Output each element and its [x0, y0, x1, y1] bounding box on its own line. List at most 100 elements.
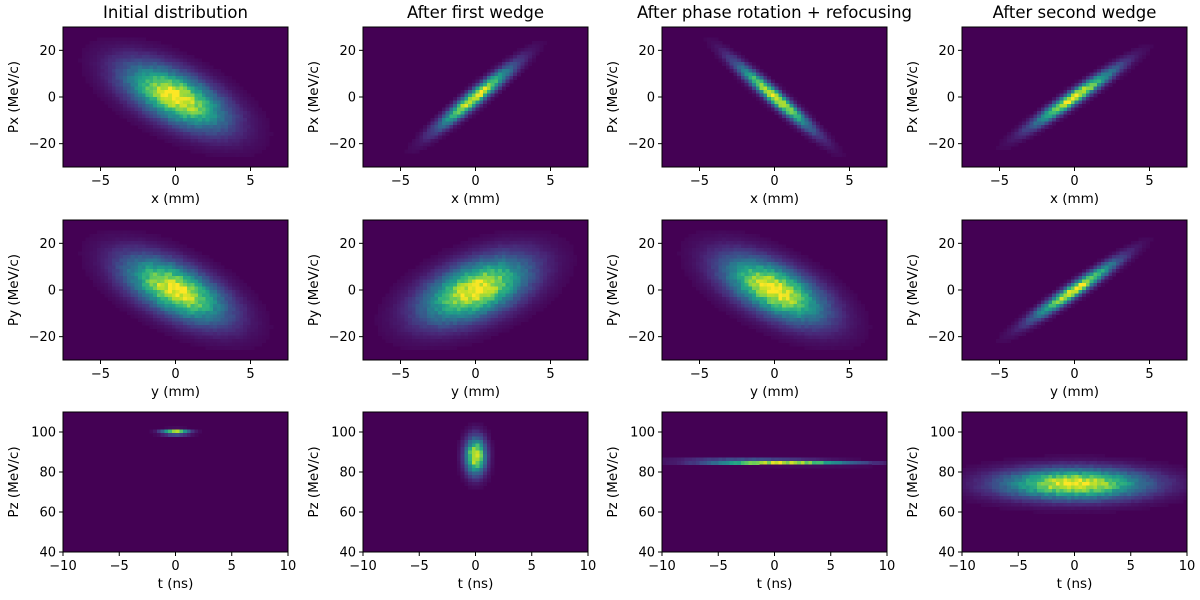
- heatmap-cell: [235, 328, 240, 333]
- heatmap-cell: [396, 290, 401, 294]
- heatmap-cell: [449, 339, 454, 343]
- heatmap-cell: [740, 79, 745, 84]
- heatmap-cell: [812, 121, 817, 126]
- heatmap-cell: [126, 251, 131, 256]
- heatmap-cell: [782, 114, 787, 119]
- heatmap-cell: [445, 269, 450, 273]
- heatmap-cell: [258, 307, 263, 312]
- heatmap-cell: [535, 41, 540, 45]
- heatmap-cell: [438, 307, 443, 312]
- heatmap-cell: [201, 258, 206, 263]
- heatmap-cell: [692, 279, 697, 284]
- heatmap-cell: [119, 297, 124, 301]
- heatmap-cell: [1123, 65, 1128, 70]
- heatmap-cell: [123, 100, 128, 105]
- heatmap-cell: [246, 146, 251, 150]
- heatmap-cell: [254, 111, 259, 115]
- heatmap-cell: [419, 290, 424, 294]
- heatmap-cell: [468, 314, 473, 319]
- heatmap-cell: [558, 237, 563, 242]
- heatmap-cell: [93, 69, 98, 73]
- heatmap-cell: [733, 258, 738, 263]
- heatmap-cell: [141, 41, 146, 45]
- heatmap-cell: [1052, 100, 1057, 105]
- heatmap-cell: [1078, 79, 1083, 84]
- heatmap-cell: [153, 248, 158, 252]
- heatmap-cell: [258, 335, 263, 340]
- heatmap-cell: [108, 97, 113, 101]
- heatmap-cell: [819, 125, 824, 129]
- heatmap-cell: [531, 272, 536, 277]
- heatmap-cell: [209, 83, 214, 87]
- heatmap-cell: [209, 258, 214, 263]
- heatmap-cell: [168, 111, 173, 115]
- heatmap-cell: [224, 339, 229, 343]
- heatmap-cell: [235, 83, 240, 87]
- heatmap-cell: [258, 339, 263, 343]
- heatmap-cell: [725, 297, 730, 301]
- heatmap-cell: [254, 321, 259, 326]
- heatmap-cell: [224, 79, 229, 84]
- heatmap-cell: [479, 265, 484, 270]
- heatmap-cell: [561, 244, 566, 249]
- heatmap-cell: [179, 314, 184, 319]
- heatmap-cell: [535, 251, 540, 256]
- x-tick-label: −5: [391, 174, 410, 189]
- heatmap-cell: [528, 244, 533, 249]
- heatmap-cell: [156, 58, 161, 63]
- heatmap-cell: [539, 272, 544, 277]
- heatmap-cell: [524, 248, 529, 252]
- heatmap-cell: [198, 339, 203, 343]
- heatmap-cell: [763, 286, 768, 291]
- y-tick-label: 0: [48, 91, 56, 106]
- heatmap-cell: [430, 121, 435, 126]
- heatmap-cell: [763, 251, 768, 256]
- heatmap-cell: [85, 244, 90, 249]
- heatmap-cell: [231, 97, 236, 101]
- heatmap-cell: [243, 311, 248, 315]
- heatmap-cell: [729, 283, 734, 287]
- heatmap-cell: [168, 237, 173, 242]
- heatmap-cell: [104, 76, 109, 80]
- heatmap-cell: [759, 237, 764, 242]
- heatmap-cell: [725, 311, 730, 315]
- heatmap-cell: [81, 251, 86, 256]
- heatmap-cell: [729, 244, 734, 249]
- heatmap-cell: [239, 314, 244, 319]
- heatmap-cell: [389, 307, 394, 312]
- heatmap-cell: [85, 55, 90, 59]
- heatmap-cell: [785, 90, 790, 94]
- heatmap-cell: [231, 272, 236, 277]
- heatmap-cell: [528, 58, 533, 63]
- heatmap-cell: [93, 255, 98, 259]
- heatmap-cell: [718, 241, 723, 245]
- heatmap-cell: [396, 307, 401, 312]
- heatmap-cell: [528, 304, 533, 308]
- heatmap-cell: [123, 262, 128, 266]
- heatmap-cell: [175, 128, 180, 133]
- heatmap-cell: [513, 307, 518, 312]
- heatmap-cell: [168, 51, 173, 56]
- heatmap-cell: [729, 300, 734, 305]
- heatmap-cell: [695, 286, 700, 291]
- heatmap-cell: [763, 86, 768, 91]
- heatmap-cell: [168, 62, 173, 66]
- heatmap-cell: [759, 97, 764, 101]
- heatmap-cell: [104, 100, 109, 105]
- heatmap-cell: [123, 297, 128, 301]
- heatmap-cell: [130, 279, 135, 284]
- heatmap-cell: [707, 290, 712, 294]
- heatmap-cell: [220, 139, 225, 143]
- heatmap-cell: [494, 79, 499, 84]
- heatmap-cell: [85, 65, 90, 70]
- heatmap-cell: [108, 293, 113, 298]
- heatmap-cell: [528, 258, 533, 263]
- heatmap-cell: [445, 248, 450, 252]
- heatmap-cell: [468, 97, 473, 101]
- heatmap-cell: [201, 69, 206, 73]
- heatmap-cell: [126, 100, 131, 105]
- heatmap-cell: [475, 100, 480, 105]
- heatmap-cell: [539, 230, 544, 235]
- heatmap-cell: [513, 304, 518, 308]
- heatmap-cell: [160, 55, 165, 59]
